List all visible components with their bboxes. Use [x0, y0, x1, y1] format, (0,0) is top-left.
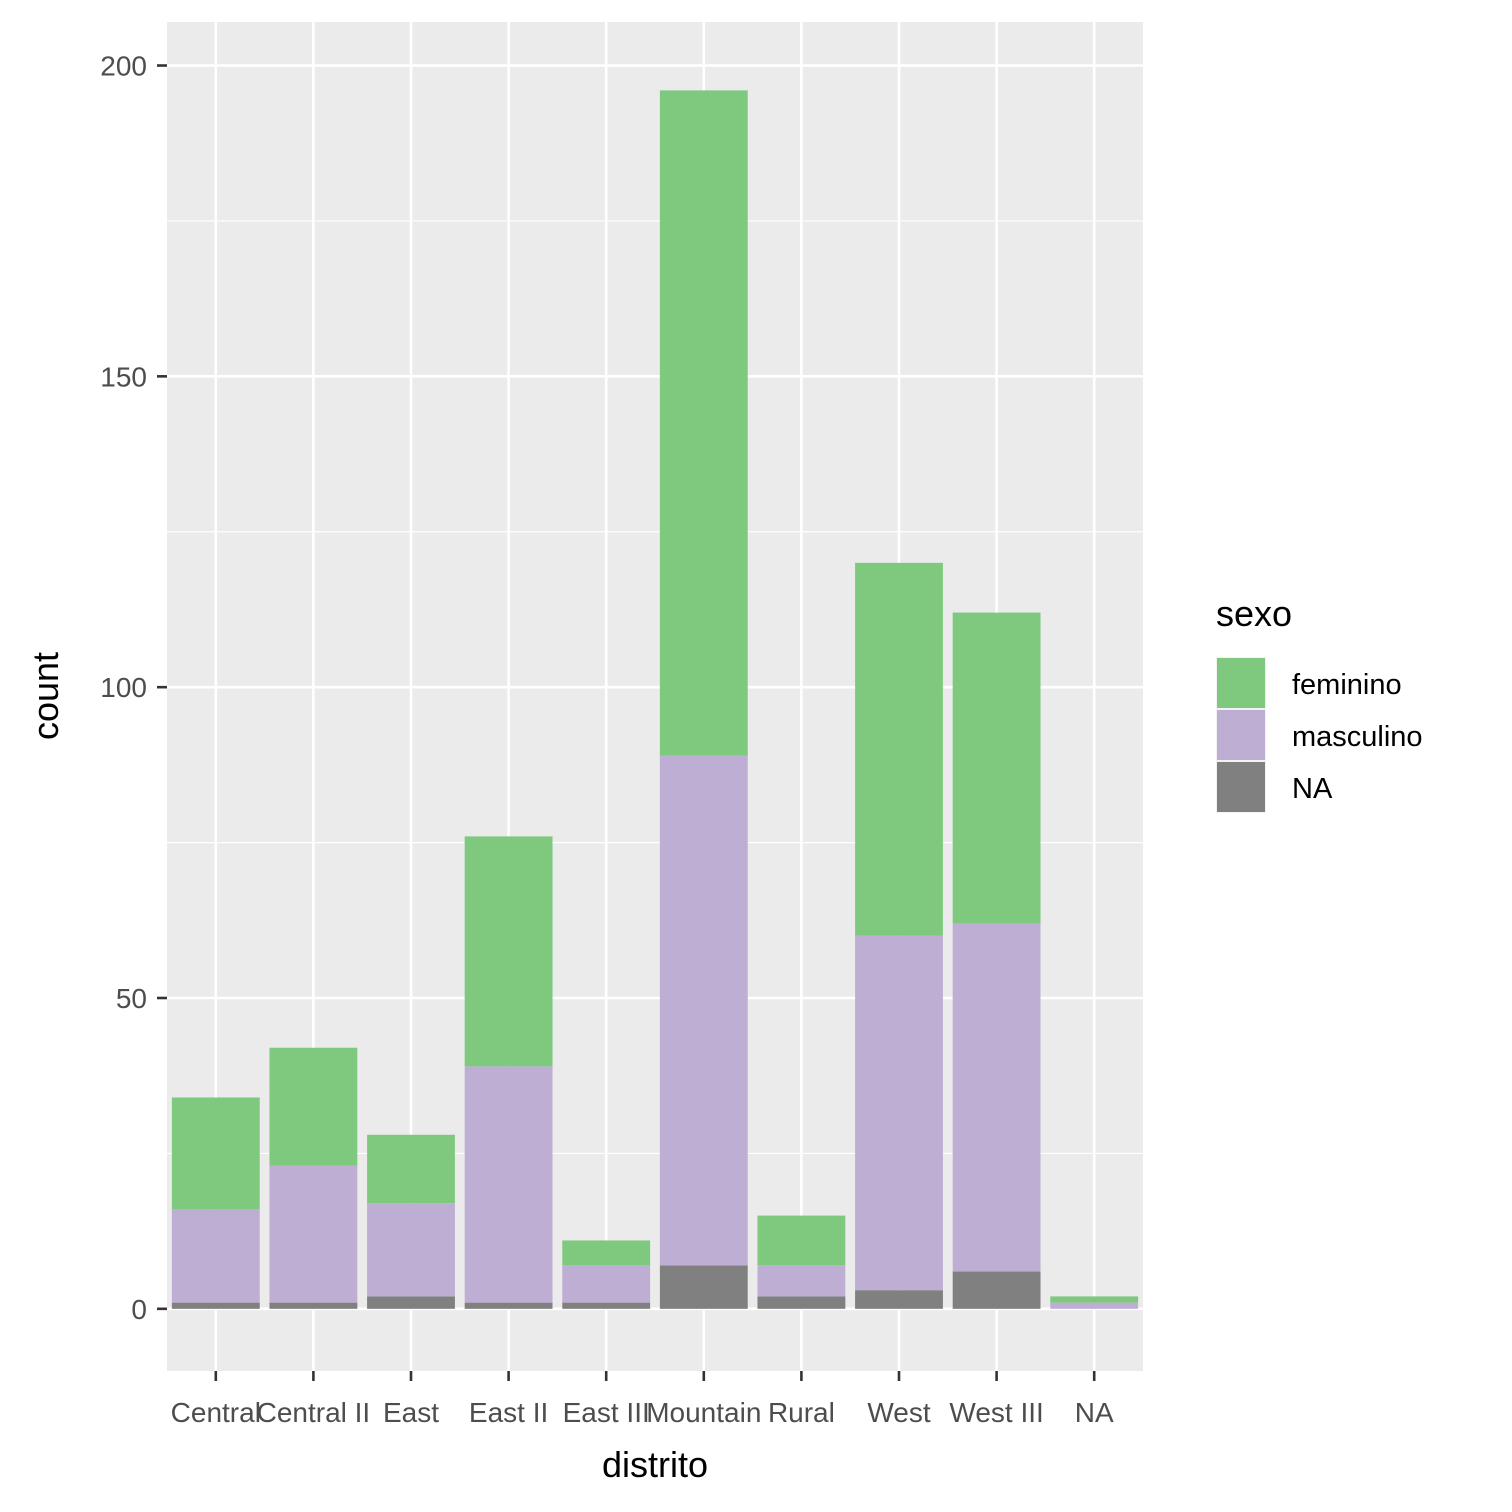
- bar-segment-masculino-west-iii: [952, 923, 1041, 1272]
- legend-label-feminino: feminino: [1292, 669, 1402, 701]
- bar-segment-masculino-rural: [757, 1265, 846, 1297]
- bar-segment-na-central-ii: [269, 1302, 358, 1309]
- bar-segment-masculino-west: [855, 935, 943, 1291]
- x-tick-label: East III: [563, 1397, 650, 1428]
- legend-label-na: NA: [1292, 773, 1333, 805]
- y-tick-label: 100: [100, 672, 147, 703]
- bar-segment-masculino-east-ii: [464, 1066, 553, 1303]
- x-tick-label: West III: [949, 1397, 1043, 1428]
- x-tick-label: Central II: [257, 1397, 371, 1428]
- x-tick-label: Mountain: [646, 1397, 761, 1428]
- bar-segment-feminino-central: [171, 1097, 260, 1210]
- bar-segment-feminino-rural: [757, 1215, 846, 1266]
- x-tick-label: NA: [1075, 1397, 1114, 1428]
- bar-segment-masculino-central: [171, 1209, 260, 1303]
- bar-segment-na-rural: [757, 1296, 846, 1309]
- bar-segment-na-east-ii: [464, 1302, 553, 1309]
- bar-segment-na-central: [171, 1302, 260, 1309]
- bar-segment-feminino-east-iii: [562, 1240, 651, 1266]
- legend-swatch-masculino: [1217, 710, 1265, 760]
- bar-segment-feminino-east-ii: [464, 836, 553, 1067]
- y-tick-label: 200: [100, 51, 147, 82]
- bar-segment-feminino-na: [1050, 1296, 1139, 1303]
- x-tick-label: Central: [171, 1397, 261, 1428]
- bar-segment-masculino-east-iii: [562, 1265, 651, 1303]
- bar-segment-feminino-east: [367, 1134, 455, 1204]
- bar-segment-na-east-iii: [562, 1302, 651, 1309]
- bar-segment-feminino-central-ii: [269, 1047, 358, 1166]
- legend-swatch-feminino: [1217, 658, 1265, 708]
- bars: [171, 90, 1139, 1309]
- y-axis: 0 50 100 150 200: [100, 51, 167, 1325]
- y-axis-title: count: [25, 652, 66, 740]
- legend-label-masculino: masculino: [1292, 721, 1423, 753]
- legend-swatch-na: [1217, 762, 1265, 812]
- bar-segment-feminino-west: [855, 562, 943, 936]
- x-axis-title: distrito: [602, 1444, 708, 1485]
- bar-segment-na-west-iii: [952, 1271, 1041, 1309]
- bar-segment-feminino-mountain: [659, 90, 748, 756]
- bar-segment-na-east: [367, 1296, 455, 1309]
- y-tick-label: 50: [116, 983, 147, 1014]
- bar-segment-feminino-west-iii: [952, 612, 1041, 924]
- bar-segment-masculino-mountain: [659, 755, 748, 1266]
- x-tick-label: West: [867, 1397, 930, 1428]
- y-tick-label: 150: [100, 361, 147, 392]
- bar-segment-masculino-east: [367, 1203, 455, 1297]
- x-tick-label: East II: [469, 1397, 548, 1428]
- legend: sexo feminino masculino NA: [1216, 593, 1423, 813]
- bar-segment-na-west: [855, 1290, 943, 1309]
- bar-segment-masculino-central-ii: [269, 1165, 358, 1303]
- legend-title: sexo: [1216, 593, 1292, 634]
- bar-segment-na-mountain: [659, 1265, 748, 1309]
- bar-segment-masculino-na: [1050, 1302, 1139, 1309]
- x-tick-label: East: [383, 1397, 439, 1428]
- x-tick-label: Rural: [768, 1397, 835, 1428]
- y-tick-label: 0: [131, 1294, 147, 1325]
